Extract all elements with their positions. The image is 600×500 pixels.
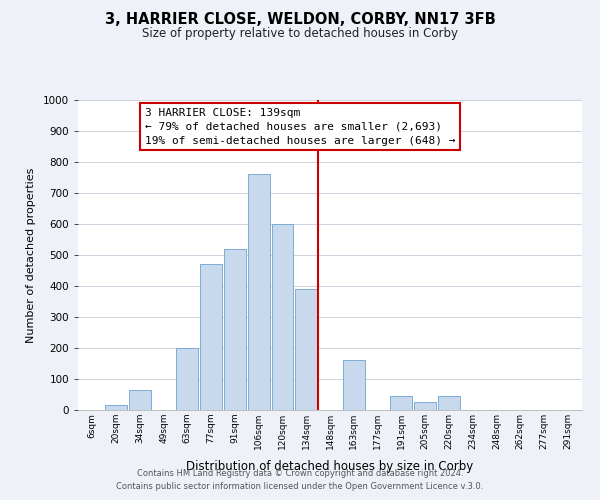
Bar [438,396,460,410]
Bar [295,289,317,410]
Bar [343,360,365,410]
Text: 3 HARRIER CLOSE: 139sqm
← 79% of detached houses are smaller (2,693)
19% of semi: 3 HARRIER CLOSE: 139sqm ← 79% of detache… [145,108,455,146]
Bar [176,348,198,410]
Text: Size of property relative to detached houses in Corby: Size of property relative to detached ho… [142,28,458,40]
X-axis label: Distribution of detached houses by size in Corby: Distribution of detached houses by size … [187,460,473,473]
Y-axis label: Number of detached properties: Number of detached properties [26,168,36,342]
Text: 3, HARRIER CLOSE, WELDON, CORBY, NN17 3FB: 3, HARRIER CLOSE, WELDON, CORBY, NN17 3F… [104,12,496,28]
Bar [248,174,269,410]
Bar [200,264,222,410]
Bar [414,402,436,410]
Bar [224,249,246,410]
Text: Contains public sector information licensed under the Open Government Licence v.: Contains public sector information licen… [116,482,484,491]
Bar [105,406,127,410]
Text: Contains HM Land Registry data © Crown copyright and database right 2024.: Contains HM Land Registry data © Crown c… [137,468,463,477]
Bar [129,390,151,410]
Bar [272,224,293,410]
Bar [391,396,412,410]
